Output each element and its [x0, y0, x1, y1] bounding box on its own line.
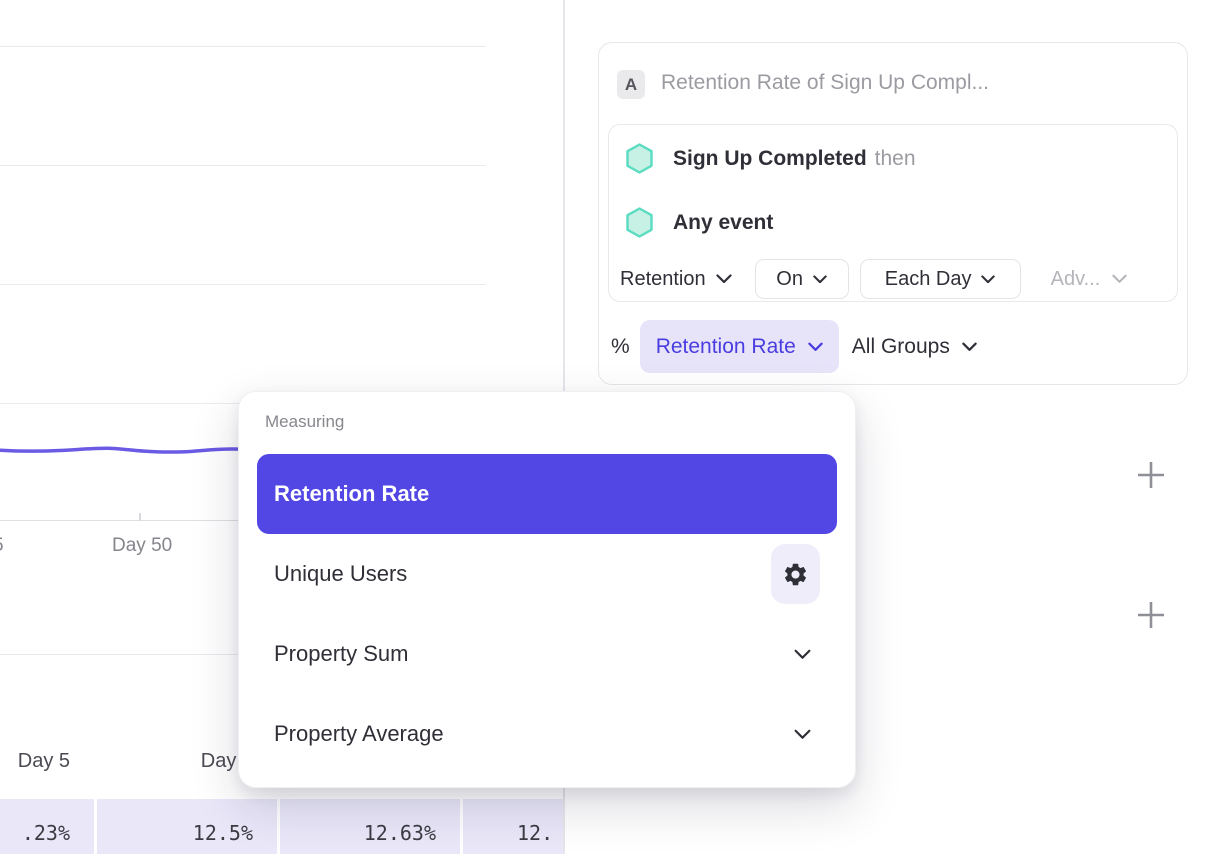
event-name[interactable]: Any event: [673, 210, 774, 234]
chevron-down-icon: [794, 649, 811, 659]
menu-item-property-sum[interactable]: Property Sum: [257, 614, 837, 694]
groups-dropdown[interactable]: All Groups: [852, 335, 977, 359]
each-day-dropdown[interactable]: Each Day: [859, 259, 1021, 299]
gear-icon: [784, 563, 807, 585]
query-badge: A: [617, 70, 645, 99]
menu-item-property-average[interactable]: Property Average: [257, 694, 837, 774]
query-controls-row: Retention On Each Day Adv...: [620, 259, 1127, 299]
event-name[interactable]: Sign Up Completed: [673, 146, 867, 170]
hexagon-icon: [626, 143, 653, 174]
chevron-down-icon: [794, 729, 811, 739]
table-value-cell[interactable]: 12.63%: [280, 799, 460, 854]
retention-line: [0, 446, 488, 454]
table-value-cell[interactable]: .23%: [0, 799, 94, 854]
query-title[interactable]: Retention Rate of Sign Up Compl...: [661, 71, 990, 94]
chevron-down-icon: [981, 274, 996, 283]
measuring-menu: Measuring Retention Rate Unique Users Pr…: [238, 391, 856, 788]
add-query-button[interactable]: [1135, 459, 1167, 491]
unique-users-settings-button[interactable]: [771, 544, 820, 604]
chevron-down-icon: [808, 342, 823, 351]
table-value-cell[interactable]: 12.5%: [97, 799, 277, 854]
advanced-dropdown[interactable]: Adv...: [1051, 268, 1128, 291]
then-label: then: [874, 146, 916, 170]
retention-type-dropdown[interactable]: Retention: [620, 268, 732, 291]
menu-item-retention-rate[interactable]: Retention Rate: [257, 454, 837, 534]
add-formula-button[interactable]: [1135, 599, 1167, 631]
plus-icon: [1138, 462, 1164, 488]
retention-line-chart: [0, 446, 488, 454]
percent-symbol: %: [611, 334, 630, 358]
menu-item-unique-users[interactable]: Unique Users: [257, 534, 837, 614]
x-tick-label-partial: 5: [0, 535, 4, 557]
chevron-down-icon: [962, 342, 977, 351]
event-step[interactable]: Any event: [626, 207, 773, 238]
gridline: [0, 284, 486, 285]
gridline: [0, 165, 486, 166]
x-tick-label: Day 50: [112, 535, 173, 556]
measuring-menu-header: Measuring: [265, 412, 345, 431]
plus-icon: [1138, 602, 1164, 628]
table-header-cell: Day 5: [17, 750, 70, 772]
chevron-down-icon: [813, 274, 827, 283]
measure-dropdown[interactable]: Retention Rate: [639, 320, 839, 373]
event-step[interactable]: Sign Up Completed then: [626, 143, 916, 174]
on-dropdown[interactable]: On: [754, 259, 849, 299]
x-axis-tick: [139, 513, 141, 521]
table-value-cell[interactable]: 12.: [463, 799, 563, 854]
chevron-down-icon: [716, 274, 732, 284]
hexagon-icon: [626, 207, 653, 238]
gridline: [0, 46, 486, 47]
measure-row: % Retention Rate All Groups: [611, 320, 977, 373]
chevron-down-icon: [1112, 274, 1127, 283]
